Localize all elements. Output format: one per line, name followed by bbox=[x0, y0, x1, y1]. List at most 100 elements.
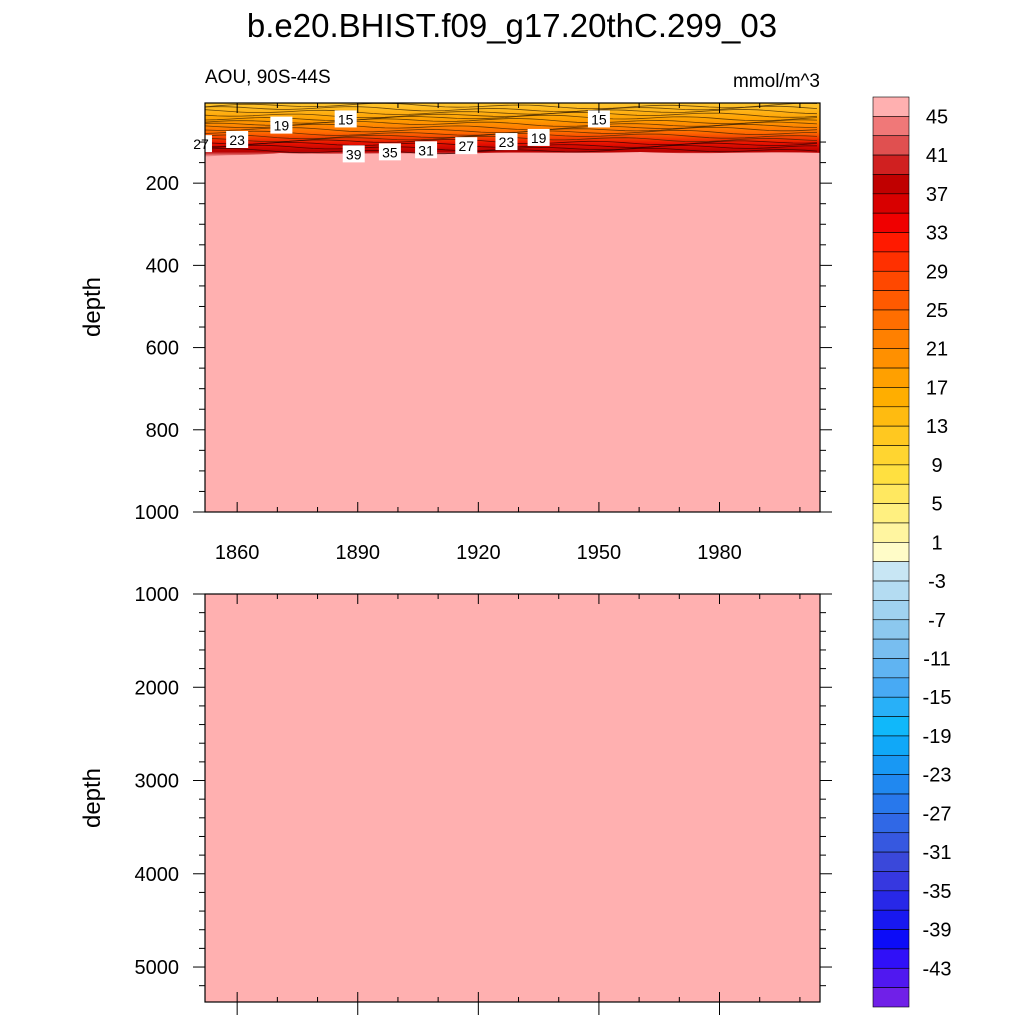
colorbar-swatch bbox=[872, 929, 910, 950]
colorbar-swatch bbox=[872, 600, 910, 621]
contour-label-box bbox=[587, 110, 610, 128]
lower-y-tick-label: 2000 bbox=[135, 677, 180, 699]
contour-line bbox=[205, 111, 818, 119]
lower-x-axis bbox=[236, 594, 801, 1015]
colorbar-swatch bbox=[872, 212, 910, 233]
colorbar-swatch bbox=[872, 774, 910, 795]
colorbar-swatch bbox=[872, 522, 910, 543]
contour-line bbox=[205, 114, 818, 122]
contour-label-box bbox=[334, 110, 357, 128]
contour-line bbox=[205, 126, 818, 134]
colorbar-label: -35 bbox=[923, 881, 952, 903]
colorbar-label: -39 bbox=[923, 920, 952, 942]
contour-label-text: 31 bbox=[418, 142, 434, 158]
colorbar-swatch bbox=[872, 754, 910, 775]
colorbar-swatch bbox=[872, 464, 910, 485]
contour-label-text: 19 bbox=[531, 130, 547, 146]
colorbar-swatch bbox=[872, 542, 910, 562]
contour-label: 31 bbox=[415, 141, 438, 159]
contour-label-box bbox=[226, 130, 249, 148]
upper-y-axis: 200 400 600 800 1000 bbox=[135, 141, 832, 524]
contour-label-box bbox=[527, 128, 550, 146]
contour-label: 35 bbox=[378, 143, 401, 161]
colorbar-swatch bbox=[872, 425, 910, 446]
colorbar-label: 45 bbox=[926, 106, 948, 128]
upper-y-tick-label: 400 bbox=[146, 255, 179, 277]
colorbar-label: 17 bbox=[926, 377, 948, 399]
variable-region-label: AOU, 90S-44S bbox=[205, 67, 331, 88]
colorbar-swatch bbox=[872, 290, 910, 311]
contour-label: 27 bbox=[189, 135, 212, 153]
colorbar-label: 5 bbox=[931, 494, 942, 516]
colorbar-swatch bbox=[872, 387, 910, 408]
contour-label-box bbox=[455, 137, 478, 155]
upper-x-tick-label: 1950 bbox=[577, 542, 622, 564]
colorbar-label: -27 bbox=[923, 803, 952, 825]
lower-panel-frame bbox=[204, 593, 821, 1003]
contour-line bbox=[205, 129, 818, 136]
upper-x-tick-label: 1980 bbox=[697, 542, 742, 564]
contour-label-text: 35 bbox=[382, 144, 398, 160]
colorbar-swatch bbox=[872, 135, 910, 156]
colorbar-swatch bbox=[872, 638, 910, 659]
contour-label: 23 bbox=[495, 133, 518, 151]
contour-label-text: 27 bbox=[458, 138, 474, 154]
colorbar-label: -11 bbox=[923, 648, 950, 670]
lower-y-tick-label: 4000 bbox=[135, 864, 180, 886]
upper-contour-labels: 27 23 19 15 39 35 31 27 23 19 15 bbox=[189, 110, 610, 163]
upper-y-tick-label: 200 bbox=[146, 173, 179, 195]
colorbar-swatch bbox=[872, 232, 910, 253]
colorbar-swatch bbox=[872, 967, 910, 988]
colorbar-swatch bbox=[872, 851, 910, 872]
colorbar-swatch bbox=[872, 890, 910, 911]
colorbar-swatch bbox=[872, 116, 910, 137]
colorbar-swatch bbox=[872, 619, 910, 640]
contour-label-text: 27 bbox=[193, 136, 209, 152]
upper-y-tick-label: 800 bbox=[146, 420, 179, 442]
upper-y-axis-label: depth bbox=[79, 277, 106, 337]
colorbar-swatch bbox=[872, 251, 910, 272]
chart-title: b.e20.BHIST.f09_g17.20thC.299_03 bbox=[247, 7, 777, 44]
contour-label-text: 15 bbox=[338, 111, 354, 127]
upper-panel-fill bbox=[205, 103, 820, 512]
colorbar-swatch bbox=[872, 483, 910, 504]
colorbar-swatch bbox=[872, 871, 910, 892]
contour-label-text: 39 bbox=[346, 146, 362, 162]
contour-label: 23 bbox=[226, 130, 249, 148]
colorbar-label: 37 bbox=[926, 184, 948, 206]
colorbar-swatch bbox=[872, 677, 910, 698]
colorbar-swatch bbox=[872, 813, 910, 834]
contour-label-box bbox=[415, 141, 438, 159]
upper-panel-frame bbox=[204, 102, 821, 513]
colorbar-swatch bbox=[872, 832, 910, 853]
units-label: mmol/m^3 bbox=[733, 71, 820, 92]
colorbar-swatch bbox=[872, 367, 910, 388]
colorbar-swatch bbox=[872, 948, 910, 969]
contour-label: 27 bbox=[455, 137, 478, 155]
colorbar-swatch bbox=[872, 735, 910, 756]
colorbar-label: -3 bbox=[928, 571, 946, 593]
contour-label-box bbox=[189, 135, 212, 153]
colorbar-swatch bbox=[872, 154, 910, 175]
colorbar-swatch bbox=[872, 193, 910, 214]
colorbar-label: -7 bbox=[928, 610, 946, 632]
upper-x-tick-label: 1920 bbox=[456, 542, 501, 564]
colorbar-label: 29 bbox=[926, 261, 948, 283]
lower-y-axis-label: depth bbox=[79, 768, 106, 828]
contour-label-box bbox=[270, 116, 293, 134]
colorbar-swatch bbox=[872, 696, 910, 717]
lower-panel-fill bbox=[205, 594, 820, 1002]
colorbar-label: -23 bbox=[923, 765, 952, 787]
colorbar-swatch bbox=[872, 270, 910, 291]
contour-label: 19 bbox=[270, 116, 293, 134]
colorbar-swatch bbox=[872, 96, 910, 117]
contour-label: 15 bbox=[587, 110, 610, 128]
colorbar-swatch bbox=[872, 909, 910, 930]
colorbar-label: -43 bbox=[923, 958, 952, 980]
contour-line bbox=[205, 103, 818, 110]
upper-x-tick-label: 1860 bbox=[215, 542, 260, 564]
upper-x-tick-label: 1890 bbox=[335, 542, 380, 564]
colorbar-label: 9 bbox=[931, 455, 942, 477]
contour-label: 15 bbox=[334, 110, 357, 128]
colorbar-swatch bbox=[872, 445, 910, 466]
